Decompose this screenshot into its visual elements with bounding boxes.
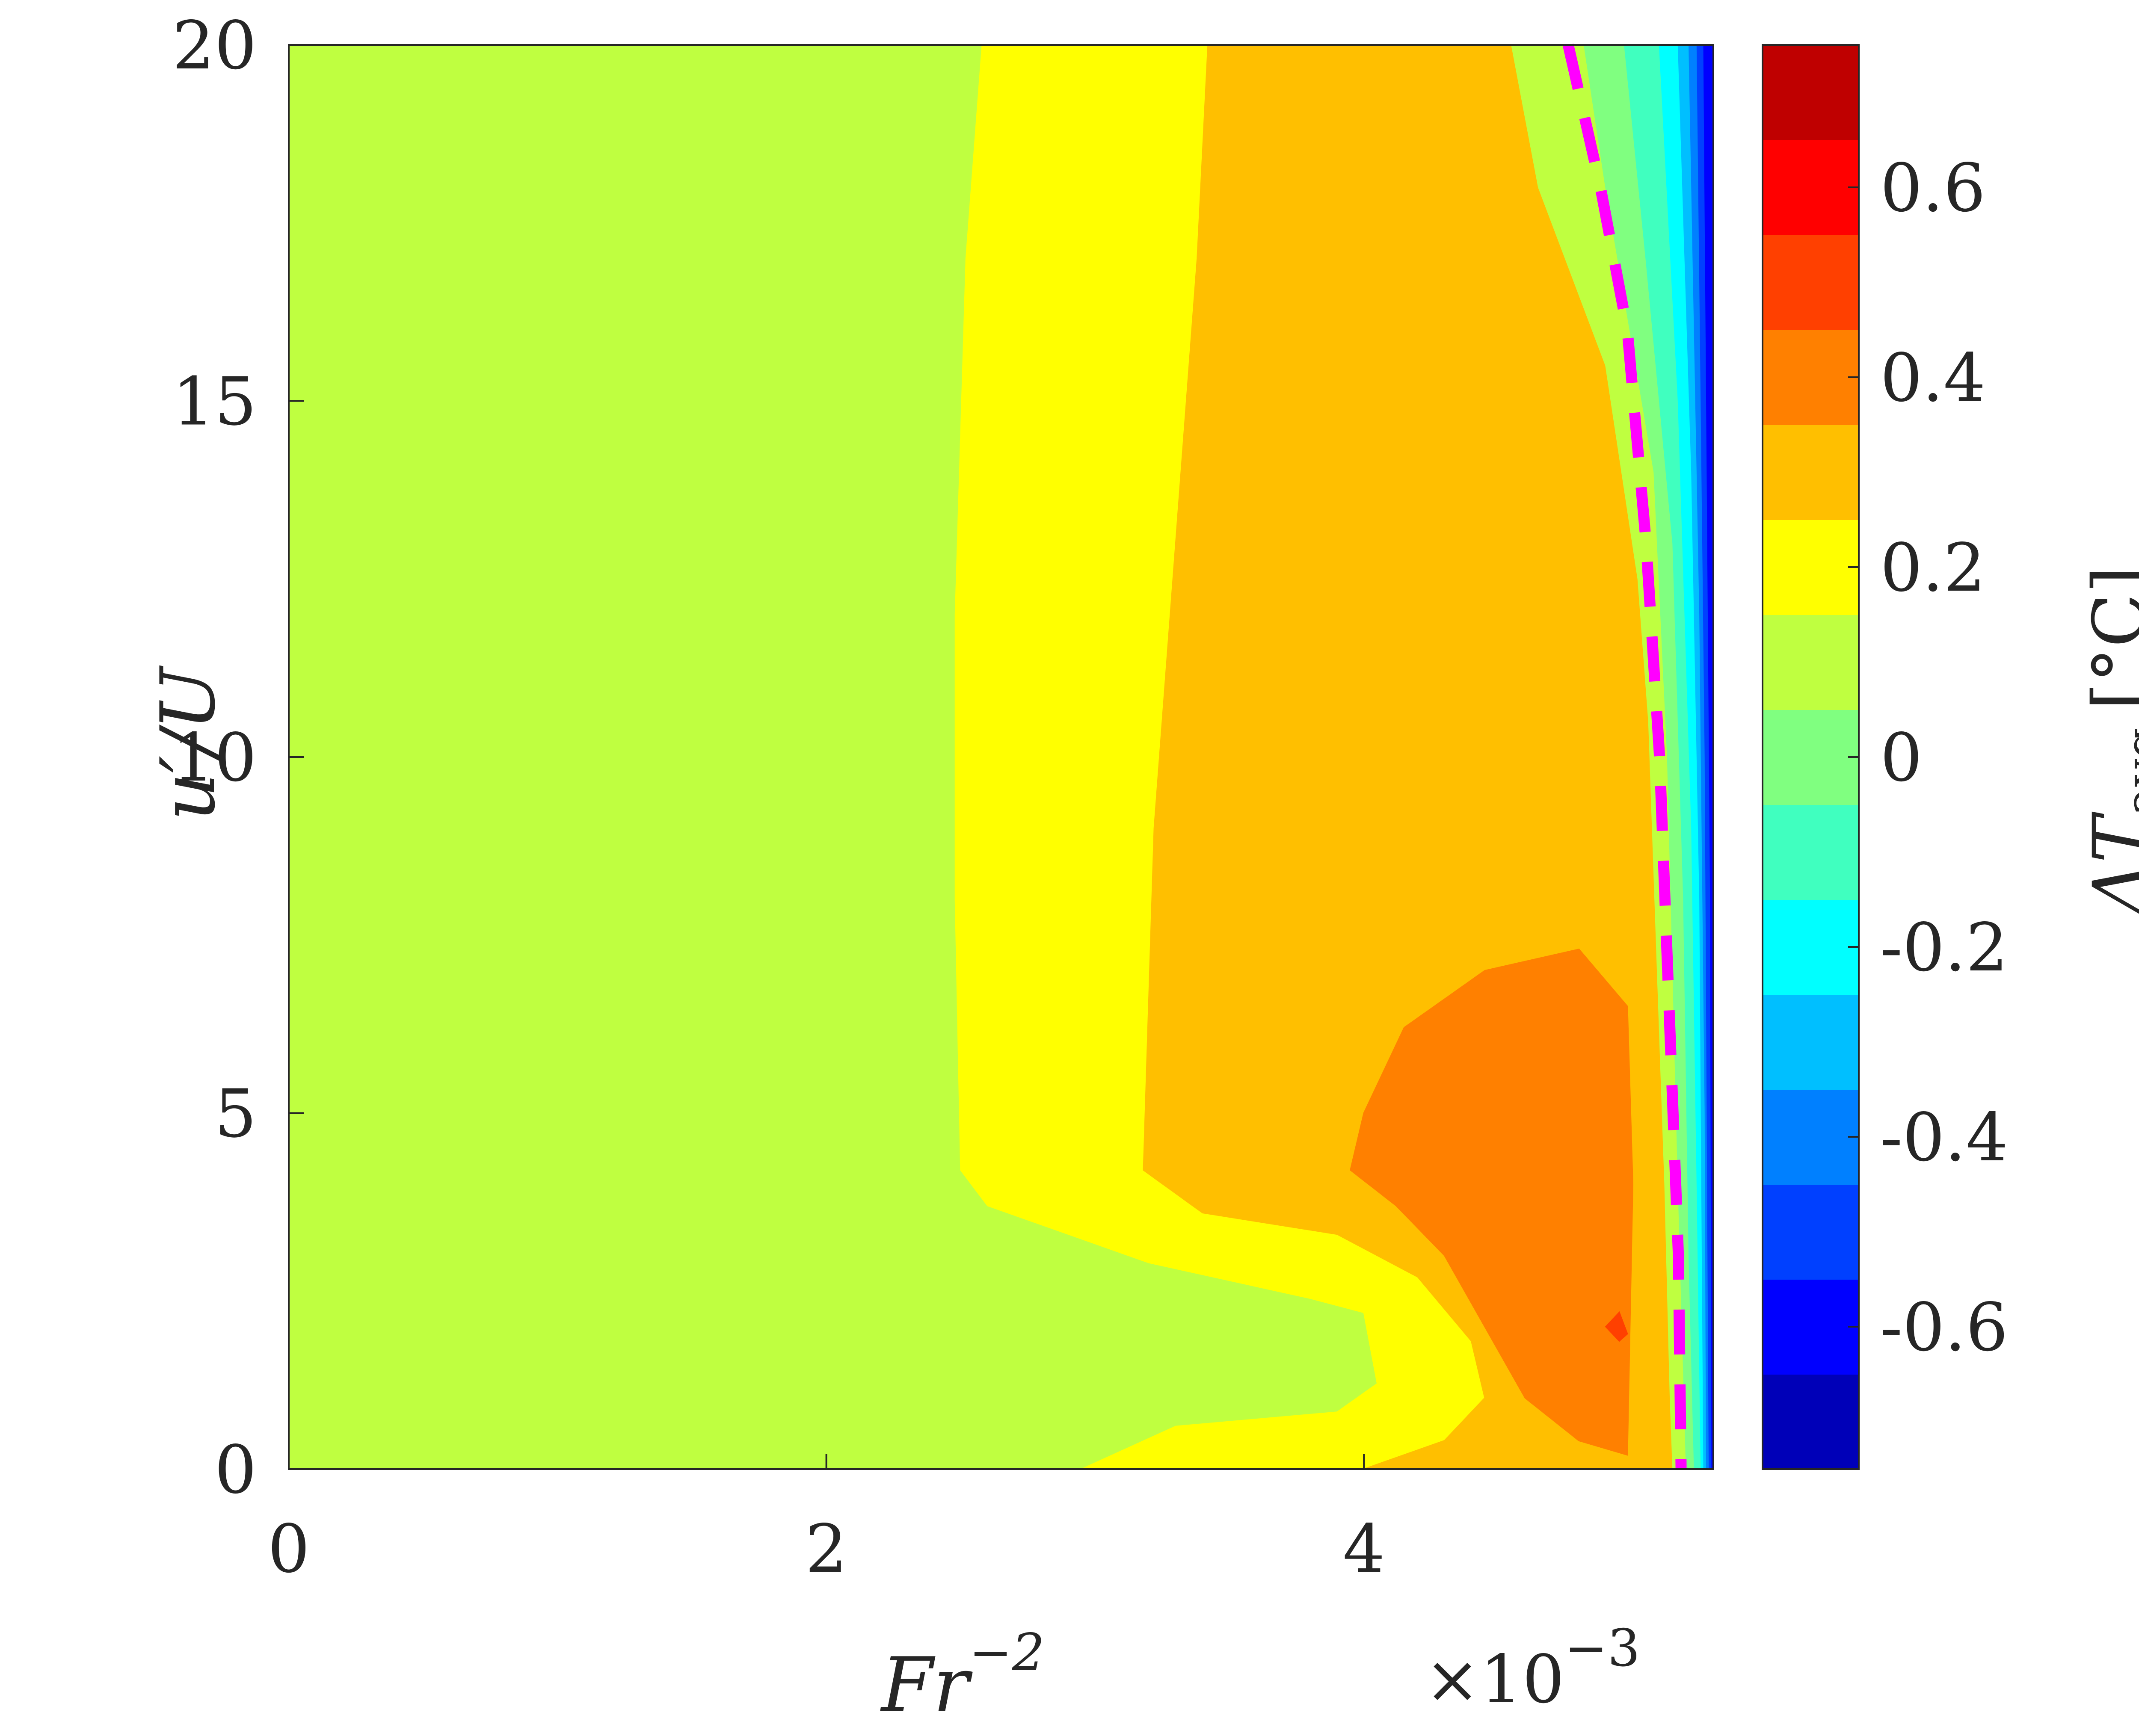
x-axis-multiplier-base: ×10 xyxy=(1425,1641,1564,1718)
y-axis-label: u′/U xyxy=(145,665,232,821)
colorbar-swatch xyxy=(1763,425,1859,520)
colorbar-swatch xyxy=(1763,1374,1859,1470)
colorbar-tick-label: -0.2 xyxy=(1880,909,2008,986)
x-axis-label-base: Fr xyxy=(880,1642,973,1729)
colorbar-swatch xyxy=(1763,710,1859,805)
colorbar-swatch xyxy=(1763,1279,1859,1375)
colorbar-swatch xyxy=(1763,45,1859,140)
colorbar-swatch xyxy=(1763,615,1859,710)
y-tick-label: 15 xyxy=(172,363,257,441)
x-axis-multiplier: ×10−3 xyxy=(1425,1619,1640,1718)
colorbar-swatch xyxy=(1763,520,1859,615)
x-axis-label-exponent: −2 xyxy=(969,1623,1045,1683)
dashed-boundary-line xyxy=(1563,44,1687,1470)
colorbar-tick-label: -0.4 xyxy=(1880,1099,2008,1176)
colorbar-swatch xyxy=(1763,899,1859,995)
colorbar-label: ΔTavg [°C] xyxy=(2078,566,2139,917)
x-axis-label: Fr−2 xyxy=(880,1623,1045,1729)
colorbar-swatch xyxy=(1763,1089,1859,1185)
y-tick-label: 10 xyxy=(172,719,257,796)
colorbar-label-unit: [°C] xyxy=(2078,566,2139,710)
colorbar-swatch xyxy=(1763,140,1859,235)
y-tick-label: 0 xyxy=(214,1431,257,1508)
colorbar-tick-label: 0.2 xyxy=(1880,529,1986,606)
y-tick-label: 20 xyxy=(172,7,257,84)
colorbar-swatch xyxy=(1763,994,1859,1090)
colorbar-swatch xyxy=(1763,804,1859,900)
y-axis-ticks: 0 5 10 15 20 xyxy=(172,7,304,1508)
x-tick-label: 0 xyxy=(268,1510,310,1588)
colorbar-swatch xyxy=(1763,330,1859,425)
colorbar-tick-label: -0.6 xyxy=(1880,1289,2008,1366)
plot-area xyxy=(288,44,1714,1470)
y-tick-label: 5 xyxy=(214,1075,257,1153)
colorbar-tick-label: 0.6 xyxy=(1880,149,1986,227)
x-axis-multiplier-exponent: −3 xyxy=(1564,1619,1640,1678)
contour-region-dT-0.4 xyxy=(1350,948,1634,1456)
colorbar-label-base: ΔT xyxy=(2078,811,2139,917)
x-tick-label: 4 xyxy=(1343,1510,1385,1588)
colorbar-ticks: -0.6 -0.4 -0.2 0 0.2 0.4 0.6 xyxy=(1848,149,2008,1366)
x-axis-ticks: 0 2 4 xyxy=(268,1454,1385,1588)
contour-region-dT-0.5 xyxy=(1605,1311,1628,1342)
colorbar-tick-label: 0 xyxy=(1880,719,1923,796)
colorbar-tick-label: 0.4 xyxy=(1880,339,1986,417)
colorbar-swatch xyxy=(1763,235,1859,330)
colorbar xyxy=(1762,44,1860,1470)
x-tick-label: 2 xyxy=(805,1510,847,1588)
colorbar-label-subscript: avg xyxy=(2115,728,2139,816)
colorbar-swatch xyxy=(1763,1184,1859,1280)
